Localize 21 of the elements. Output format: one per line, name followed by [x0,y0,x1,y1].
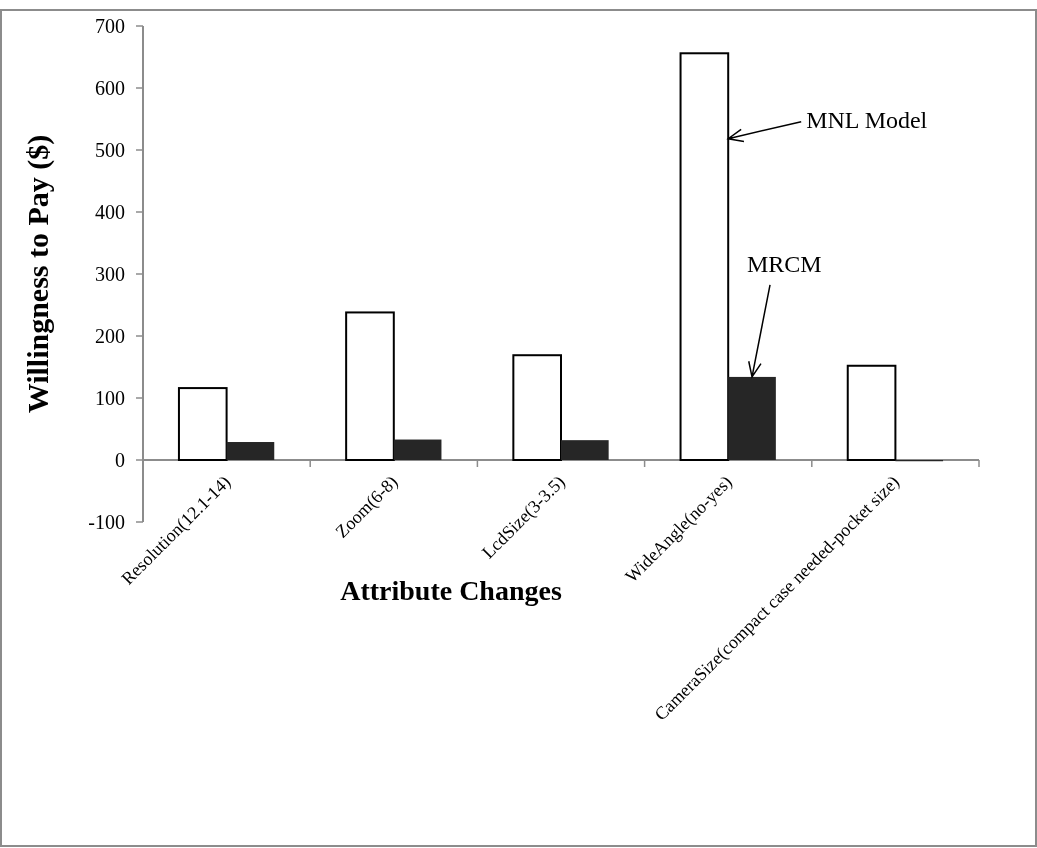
legend-label: MNL Model [806,106,928,133]
bar [393,439,442,460]
y-tick-label: 500 [95,139,125,161]
bar [679,52,730,461]
bar [512,354,562,461]
y-tick-label: 0 [115,449,125,471]
y-tick-label: 100 [95,387,125,409]
bar [846,364,897,461]
bar [728,376,776,460]
bar [345,311,395,461]
y-tick-label: 300 [95,263,125,285]
y-tick-label: 400 [95,201,125,223]
y-tick-label: 200 [95,325,125,347]
bar [177,387,228,461]
bar [561,440,609,460]
y-tick-label: 600 [95,77,125,99]
y-tick-label: 700 [95,15,125,37]
x-axis-title: Attribute Changes [340,575,562,606]
y-axis-title: Willingness to Pay ($) [21,134,55,414]
text: MRCM [747,250,822,277]
bar [226,442,275,460]
